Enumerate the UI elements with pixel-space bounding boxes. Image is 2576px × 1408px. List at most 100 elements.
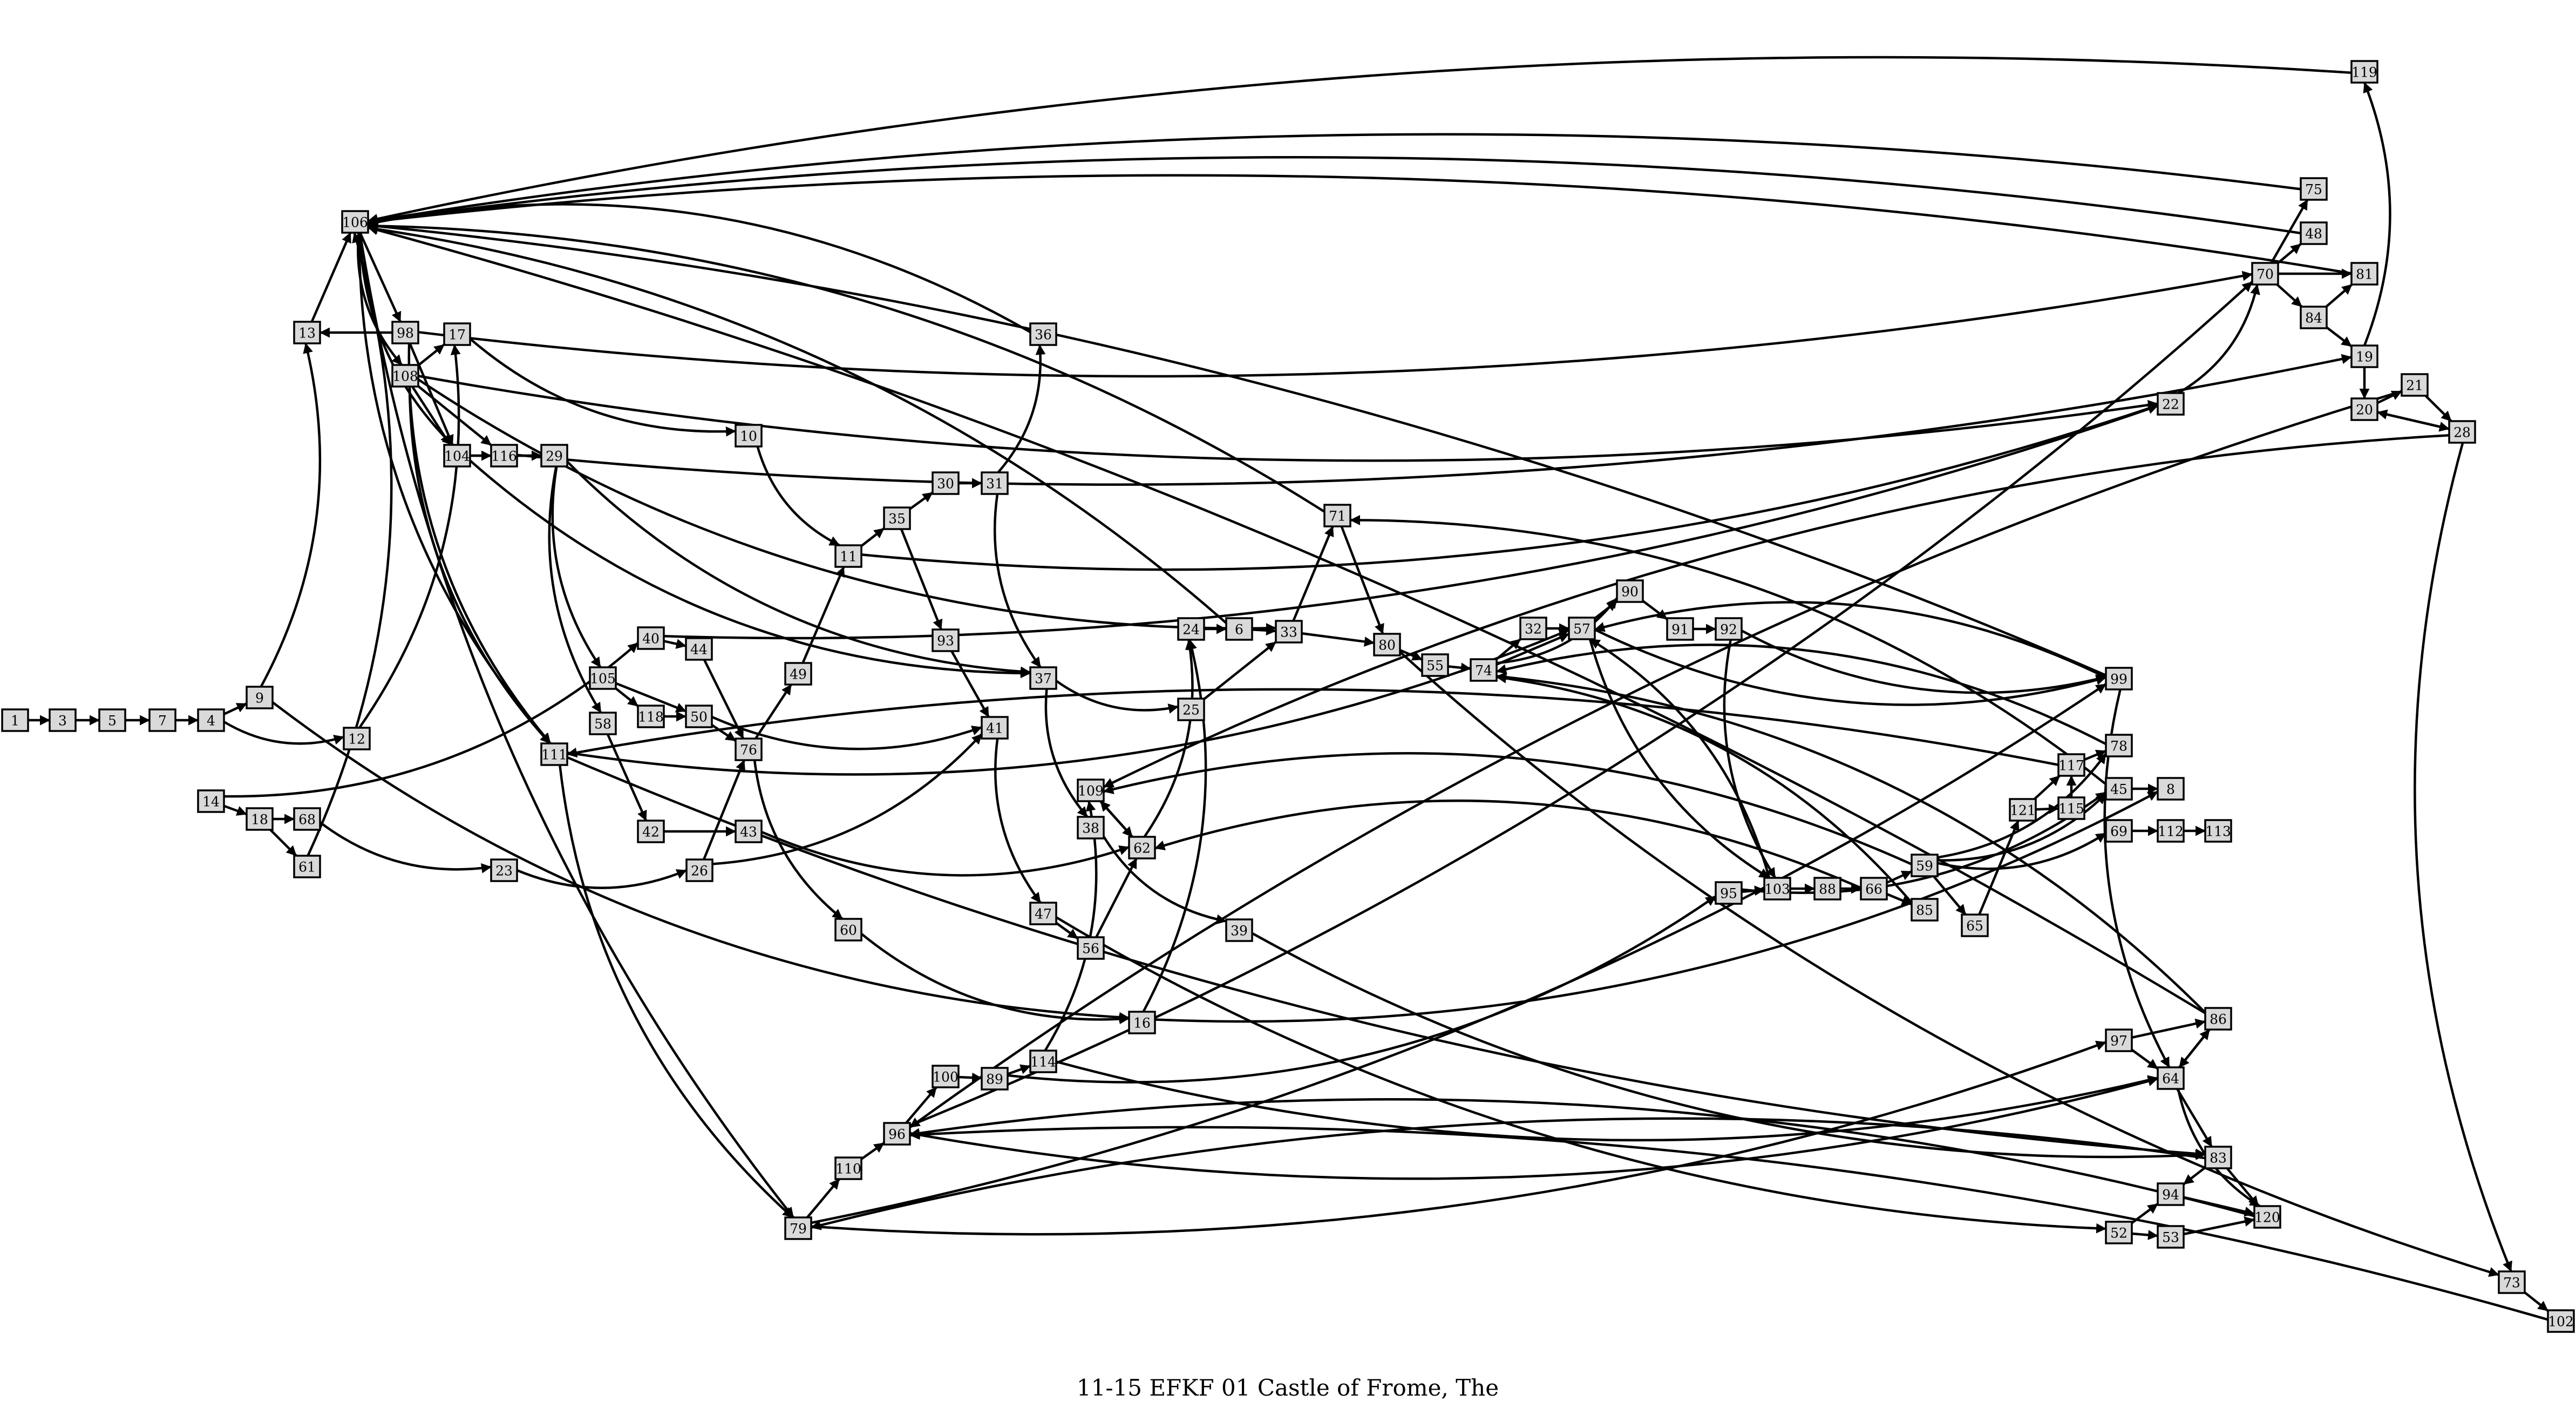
node-80[interactable]: 80	[1373, 633, 1401, 656]
node-55[interactable]: 55	[1421, 653, 1449, 677]
node-8[interactable]: 8	[2157, 777, 2185, 801]
node-26[interactable]: 26	[685, 858, 713, 882]
node-103[interactable]: 103	[1763, 877, 1791, 901]
node-56[interactable]: 56	[1077, 936, 1105, 960]
node-105[interactable]: 105	[589, 666, 617, 690]
node-32[interactable]: 32	[1519, 617, 1547, 640]
node-93[interactable]: 93	[932, 628, 960, 652]
node-58[interactable]: 58	[589, 712, 617, 735]
node-69[interactable]: 69	[2105, 819, 2133, 843]
node-92[interactable]: 92	[1715, 617, 1743, 641]
node-39[interactable]: 39	[1225, 918, 1253, 942]
node-60[interactable]: 60	[834, 918, 862, 942]
node-18[interactable]: 18	[246, 807, 274, 831]
node-7[interactable]: 7	[148, 708, 176, 732]
node-78[interactable]: 78	[2105, 734, 2133, 757]
node-84[interactable]: 84	[2300, 306, 2328, 329]
node-112[interactable]: 112	[2157, 819, 2185, 843]
node-35[interactable]: 35	[883, 506, 911, 530]
node-29[interactable]: 29	[540, 444, 568, 468]
node-52[interactable]: 52	[2105, 1221, 2133, 1244]
node-120[interactable]: 120	[2253, 1205, 2281, 1229]
node-6[interactable]: 6	[1225, 617, 1253, 641]
node-31[interactable]: 31	[981, 471, 1009, 495]
node-12[interactable]: 12	[343, 727, 371, 750]
node-36[interactable]: 36	[1029, 322, 1057, 346]
node-104[interactable]: 104	[443, 444, 471, 468]
node-17[interactable]: 17	[443, 322, 471, 346]
node-83[interactable]: 83	[2204, 1146, 2232, 1169]
node-22[interactable]: 22	[2157, 392, 2185, 416]
node-14[interactable]: 14	[197, 789, 225, 813]
node-119[interactable]: 119	[2350, 60, 2378, 84]
node-11[interactable]: 11	[834, 544, 862, 568]
node-96[interactable]: 96	[883, 1122, 911, 1146]
node-1[interactable]: 1	[1, 708, 29, 732]
node-90[interactable]: 90	[1616, 579, 1644, 603]
node-42[interactable]: 42	[637, 820, 665, 843]
node-70[interactable]: 70	[2251, 262, 2279, 286]
node-48[interactable]: 48	[2300, 221, 2328, 245]
node-28[interactable]: 28	[2448, 420, 2476, 444]
node-23[interactable]: 23	[490, 858, 518, 882]
node-21[interactable]: 21	[2401, 373, 2429, 397]
node-66[interactable]: 66	[1860, 877, 1888, 901]
node-68[interactable]: 68	[293, 807, 321, 831]
node-116[interactable]: 116	[490, 444, 518, 468]
node-102[interactable]: 102	[2547, 1309, 2575, 1333]
node-44[interactable]: 44	[685, 637, 713, 661]
node-40[interactable]: 40	[637, 626, 665, 650]
node-61[interactable]: 61	[293, 855, 321, 878]
node-117[interactable]: 117	[2057, 753, 2085, 777]
node-99[interactable]: 99	[2105, 667, 2133, 691]
node-20[interactable]: 20	[2350, 397, 2378, 421]
node-111[interactable]: 111	[540, 742, 568, 766]
node-98[interactable]: 98	[391, 321, 419, 344]
node-13[interactable]: 13	[293, 321, 321, 344]
node-97[interactable]: 97	[2105, 1028, 2133, 1052]
node-114[interactable]: 114	[1029, 1050, 1057, 1073]
node-59[interactable]: 59	[1911, 854, 1939, 877]
node-71[interactable]: 71	[1323, 504, 1351, 527]
node-45[interactable]: 45	[2105, 777, 2133, 801]
node-95[interactable]: 95	[1715, 881, 1743, 905]
node-38[interactable]: 38	[1077, 816, 1105, 840]
node-9[interactable]: 9	[246, 686, 274, 709]
node-74[interactable]: 74	[1470, 658, 1498, 682]
node-81[interactable]: 81	[2350, 262, 2378, 286]
node-79[interactable]: 79	[784, 1216, 812, 1240]
node-30[interactable]: 30	[932, 471, 960, 495]
node-108[interactable]: 108	[391, 364, 419, 388]
node-100[interactable]: 100	[932, 1065, 960, 1088]
node-4[interactable]: 4	[197, 708, 225, 732]
node-89[interactable]: 89	[981, 1067, 1009, 1091]
node-86[interactable]: 86	[2204, 1007, 2232, 1031]
node-19[interactable]: 19	[2350, 344, 2378, 368]
node-16[interactable]: 16	[1128, 1011, 1156, 1034]
node-65[interactable]: 65	[1961, 913, 1989, 937]
node-85[interactable]: 85	[1911, 898, 1939, 922]
node-64[interactable]: 64	[2157, 1066, 2185, 1090]
node-49[interactable]: 49	[784, 662, 812, 686]
node-75[interactable]: 75	[2300, 177, 2328, 201]
node-94[interactable]: 94	[2157, 1182, 2185, 1206]
node-73[interactable]: 73	[2498, 1270, 2526, 1294]
node-110[interactable]: 110	[834, 1156, 862, 1180]
node-47[interactable]: 47	[1029, 902, 1057, 925]
node-25[interactable]: 25	[1177, 698, 1205, 721]
node-62[interactable]: 62	[1128, 836, 1156, 859]
node-41[interactable]: 41	[981, 716, 1009, 740]
node-53[interactable]: 53	[2157, 1225, 2185, 1249]
node-24[interactable]: 24	[1177, 617, 1205, 641]
node-3[interactable]: 3	[49, 708, 77, 732]
node-76[interactable]: 76	[735, 737, 763, 761]
node-33[interactable]: 33	[1275, 620, 1303, 644]
node-121[interactable]: 121	[2009, 798, 2037, 822]
node-109[interactable]: 109	[1077, 779, 1105, 802]
node-5[interactable]: 5	[98, 708, 126, 732]
node-50[interactable]: 50	[685, 705, 713, 728]
node-113[interactable]: 113	[2204, 819, 2232, 843]
node-106[interactable]: 106	[341, 210, 369, 234]
node-37[interactable]: 37	[1029, 666, 1057, 690]
node-115[interactable]: 115	[2057, 796, 2085, 820]
